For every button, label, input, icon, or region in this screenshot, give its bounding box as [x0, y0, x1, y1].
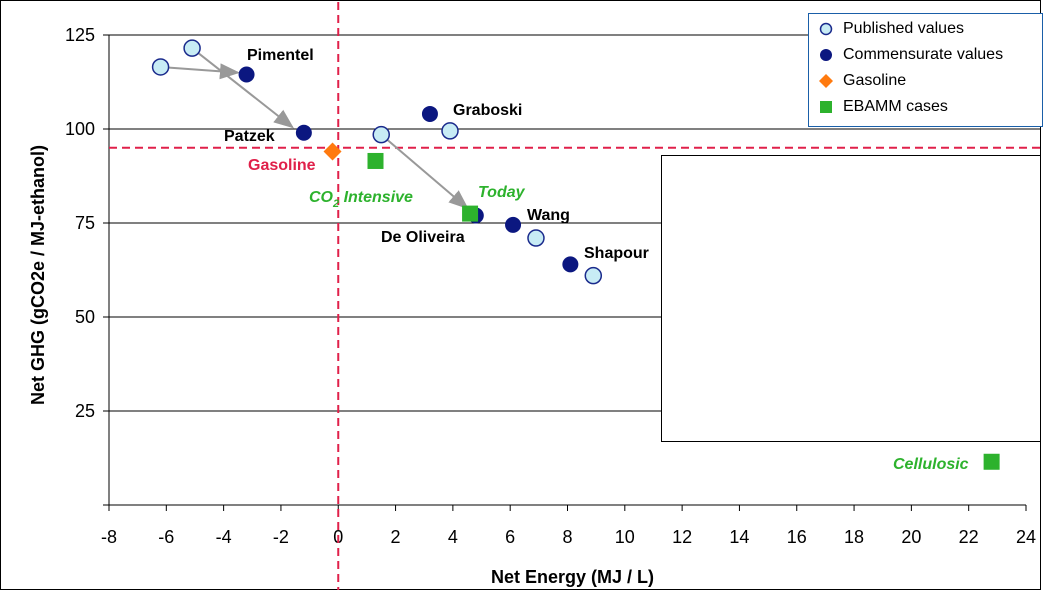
- x-tick-label--8: -8: [101, 527, 117, 547]
- x-tick-label-6: 6: [505, 527, 515, 547]
- label-pimentel: Pimentel: [247, 47, 314, 64]
- legend-item-ebamm: EBAMM cases: [817, 96, 948, 118]
- y-axis-title: Net GHG (gCO2e / MJ-ethanol): [28, 145, 48, 405]
- legend-label-ebamm: EBAMM cases: [843, 98, 948, 115]
- published-point-3: [372, 125, 390, 144]
- published-point-1: [151, 58, 170, 76]
- arrow-1: [160, 63, 240, 80]
- legend-item-commensurate: Commensurate values: [817, 44, 1003, 66]
- label-today: Today: [478, 184, 526, 201]
- diamond-marker-icon: [817, 72, 835, 90]
- published-point-4: [441, 122, 459, 140]
- legend-label-published: Published values: [843, 20, 964, 37]
- published-point-5: [527, 229, 545, 247]
- blank-box: [661, 155, 1041, 442]
- legend-item-published: Published values: [817, 18, 964, 40]
- ebamm-point-2: [462, 205, 479, 222]
- x-tick-label-2: 2: [391, 527, 401, 547]
- label-patzek: Patzek: [224, 128, 275, 145]
- x-tick-label--4: -4: [216, 527, 232, 547]
- label-co2-intensive: CO2 Intensive: [309, 189, 413, 210]
- x-tick-label-10: 10: [615, 527, 635, 547]
- x-tick-label-12: 12: [672, 527, 692, 547]
- commensurate-point-5: [505, 216, 522, 233]
- x-axis-title: Net Energy (MJ / L): [491, 567, 654, 587]
- gasoline-point: [323, 142, 342, 161]
- y-tick-label-125: 125: [65, 25, 95, 45]
- label-graboski: Graboski: [453, 102, 522, 119]
- commensurate-point-2: [295, 124, 312, 141]
- arrow-2: [191, 47, 294, 129]
- published-point-6: [584, 266, 603, 285]
- x-tick-label-14: 14: [729, 527, 749, 547]
- published-point-2: [183, 39, 201, 57]
- x-tick-label--2: -2: [273, 527, 289, 547]
- commensurate-point-3: [421, 105, 438, 122]
- legend: Published values Commensurate values Gas…: [808, 13, 1043, 127]
- x-tick-label-16: 16: [787, 527, 807, 547]
- filled-circle-marker-icon: [817, 46, 835, 64]
- y-tick-label-75: 75: [75, 213, 95, 233]
- label-shapouri: Shapour: [584, 245, 649, 262]
- x-tick-label-24: 24: [1016, 527, 1036, 547]
- x-tick-label-22: 22: [959, 527, 979, 547]
- label-gasoline: Gasoline: [248, 157, 316, 174]
- label-wang: Wang: [527, 207, 570, 224]
- square-marker-icon: [817, 98, 835, 116]
- label-cellulosic: Cellulosic: [893, 456, 969, 473]
- x-tick-label-18: 18: [844, 527, 864, 547]
- x-tick-label-20: 20: [901, 527, 921, 547]
- x-tick-label-8: 8: [562, 527, 572, 547]
- legend-label-commensurate: Commensurate values: [843, 46, 1004, 63]
- label-de-oliveira: De Oliveira: [381, 229, 465, 246]
- x-tick-label--6: -6: [158, 527, 174, 547]
- commensurate-point-6: [562, 256, 579, 273]
- legend-item-gasoline: Gasoline: [817, 70, 906, 92]
- commensurate-point-1: [238, 66, 255, 83]
- ebamm-point-3: [983, 453, 1000, 470]
- y-tick-label-25: 25: [75, 401, 95, 421]
- open-circle-marker-icon: [817, 20, 835, 38]
- ebamm-point-1: [367, 152, 384, 169]
- y-tick-label-100: 100: [65, 119, 95, 139]
- legend-label-gasoline: Gasoline: [843, 72, 907, 89]
- arrow-3: [380, 133, 469, 210]
- y-tick-label-50: 50: [75, 307, 95, 327]
- x-tick-label-4: 4: [448, 527, 458, 547]
